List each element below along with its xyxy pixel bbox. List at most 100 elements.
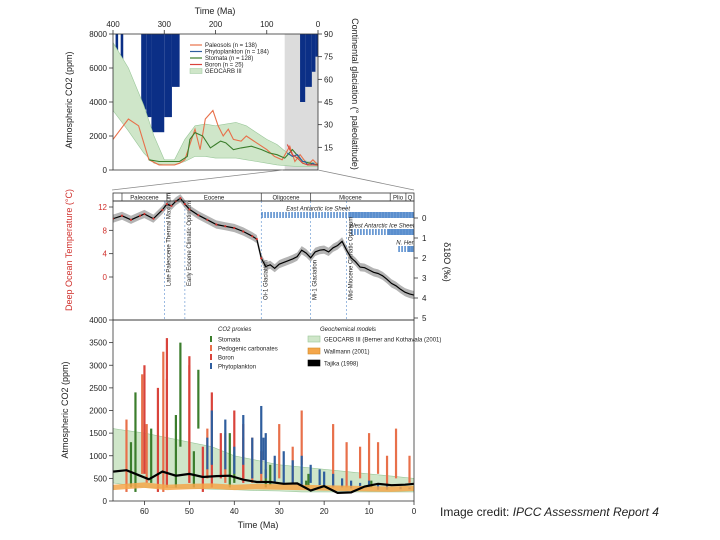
middle-y2-tick-label: 2 — [422, 254, 427, 263]
co2-proxy-bars — [125, 338, 411, 492]
proxy-bar-boron — [201, 446, 204, 492]
ice-sheet-hatch — [273, 212, 275, 218]
proxy-bar-stomata — [179, 342, 182, 447]
ice-sheet-hatch — [339, 212, 341, 218]
top-time-axis-title: Time (Ma) — [195, 6, 236, 16]
bottom-legend-swatch — [210, 345, 212, 351]
bottom-y-tick-label: 500 — [94, 474, 108, 483]
ice-sheet-hatch — [348, 212, 352, 218]
top-y-tick-label: 6000 — [89, 64, 107, 73]
top-x-tick-label: 200 — [209, 20, 223, 29]
series-line-phytoplankton — [286, 152, 318, 166]
epoch-label: Miocene — [339, 196, 362, 202]
bottom-legend-title-models: Geochemical models — [320, 327, 376, 333]
bottom-legend-swatch — [210, 354, 212, 360]
bottom-legend-label: Phytoplankton — [218, 365, 256, 371]
temperature-point — [120, 214, 124, 217]
proxy-bar-pedogenic-carbonates — [278, 424, 281, 479]
proxy-bar-pedogenic-carbonates — [358, 446, 362, 479]
top-y-tick-label: 0 — [103, 166, 108, 175]
ice-sheet-hatch — [402, 229, 406, 235]
proxy-bar-stomata — [228, 433, 231, 488]
bottom-y-tick-label: 2000 — [89, 407, 107, 416]
bottom-legend-label: Stomata — [218, 338, 241, 344]
epoch-label: Oligocene — [272, 196, 300, 202]
temperature-point — [183, 202, 186, 206]
ice-sheet-hatch — [393, 229, 397, 235]
proxy-bar-boron — [165, 338, 169, 488]
proxy-bar-stomata — [307, 473, 310, 488]
ice-sheet-hatch — [303, 212, 305, 218]
ice-sheet-hatch — [306, 212, 308, 218]
ice-sheet-hatch — [384, 212, 388, 218]
ice-sheet-hatch — [405, 212, 409, 218]
ice-sheet-hatch — [404, 246, 406, 252]
proxy-bar-boron — [156, 387, 160, 492]
middle-y2-tick-label: 0 — [422, 214, 427, 223]
ice-sheet-label: West Antarctic Ice Sheet — [349, 224, 415, 230]
ice-sheet-hatch — [300, 212, 302, 218]
proxy-bar-phytoplankton — [273, 455, 276, 483]
epoch-label: Plio — [393, 196, 404, 202]
ice-sheet-hatch — [345, 212, 347, 218]
ice-sheet-hatch — [408, 212, 412, 218]
top-legend-label: Phytoplankton (n = 184) — [205, 50, 269, 56]
middle-y2-tick-label: 3 — [422, 274, 427, 283]
proxy-bar-boron — [143, 365, 146, 474]
top-y-axis-title: Atmospheric CO2 (ppm) — [64, 51, 74, 148]
series-line-boron — [286, 144, 318, 166]
top-y-tick-label: 4000 — [89, 98, 107, 107]
bottom-legend-label: Tajika (1998) — [324, 362, 358, 368]
ice-sheet-hatch — [369, 212, 373, 218]
ice-sheet-hatching: East Antarctic Ice Sheet West Antarctic I… — [261, 207, 415, 252]
ice-sheet-hatch — [396, 229, 400, 235]
ice-sheet-hatch — [384, 229, 386, 235]
bottom-legend-swatch — [210, 363, 212, 369]
ice-sheet-hatch — [360, 229, 362, 235]
proxy-bar-phytoplankton — [224, 419, 227, 470]
temperature-point — [242, 230, 245, 233]
bottom-y-tick-label: 4000 — [89, 316, 107, 325]
bottom-panel-cenozoic-co2: 60 50 40 30 20 10 0 0 500 1000 1500 2000 2500 3000 35… — [60, 316, 441, 530]
bottom-y-tick-label: 2500 — [89, 384, 107, 393]
ice-sheet-hatch — [267, 212, 269, 218]
temperature-point — [179, 197, 182, 200]
proxy-bar-pedogenic-carbonates — [332, 424, 335, 488]
middle-y-axis-title: Deep Ocean Temperature (°C) — [64, 189, 74, 311]
ice-sheet-hatch — [407, 246, 411, 252]
proxy-bar-boron — [188, 356, 191, 483]
zoom-connector-left — [111, 169, 284, 191]
middle-y-tick-label: 8 — [103, 226, 108, 235]
bottom-legend-label: Boron — [218, 356, 234, 362]
proxy-bar-phytoplankton — [264, 433, 267, 479]
top-legend: Paleosols (n = 138)Phytoplankton (n = 18… — [189, 43, 269, 75]
ice-sheet-hatch — [279, 212, 281, 218]
glaciation-bar-1 — [120, 34, 124, 80]
ice-sheet-hatch — [363, 229, 365, 235]
ice-sheet-hatch — [297, 212, 299, 218]
proxy-bar-phytoplankton — [262, 437, 265, 461]
ice-sheet-hatch — [342, 212, 344, 218]
proxy-bar-phytoplankton — [233, 446, 236, 474]
ice-sheet-hatch — [315, 212, 317, 218]
ice-sheet-hatch — [285, 212, 287, 218]
top-x-tick-label: 300 — [158, 20, 172, 29]
temperature-point — [215, 223, 218, 226]
proxy-bar-phytoplankton — [318, 469, 321, 486]
ice-sheet-hatch — [366, 229, 368, 235]
ice-sheet-hatch — [261, 212, 263, 218]
bottom-x-tick-label: 30 — [275, 507, 284, 516]
ice-sheet-hatch — [378, 229, 380, 235]
proxy-bar-stomata — [197, 369, 200, 429]
ice-sheet-label: East Antarctic Ice Sheet — [286, 207, 350, 213]
epoch-labels: Paleocene Eocene Oligocene Miocene Plio Q — [121, 193, 413, 202]
top-y2-tick-label: 75 — [324, 53, 333, 62]
ice-sheet-hatch — [336, 212, 338, 218]
credit-prefix: Image credit: — [440, 505, 513, 519]
ice-sheet-hatch — [354, 229, 356, 235]
bottom-y-tick-label: 0 — [103, 497, 108, 506]
ice-sheet-hatch — [324, 212, 326, 218]
temperature-point — [255, 237, 258, 241]
bottom-x-tick-label: 50 — [185, 507, 194, 516]
